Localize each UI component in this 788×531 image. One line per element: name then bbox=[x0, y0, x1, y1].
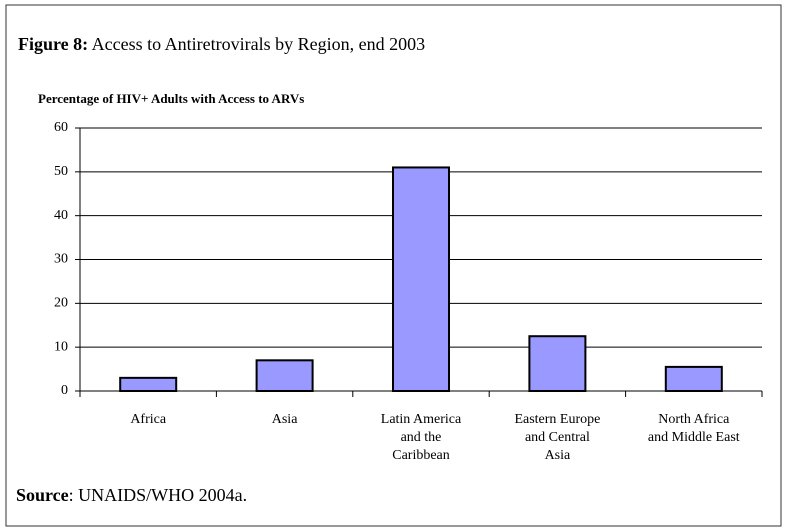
source-text: : UNAIDS/WHO 2004a. bbox=[69, 485, 247, 505]
x-tick-label: North Africa bbox=[658, 412, 730, 427]
title-text: Access to Antiretrovirals by Region, end… bbox=[92, 34, 425, 54]
figure-label: Figure 8: bbox=[18, 34, 88, 54]
bar bbox=[119, 376, 178, 393]
x-tick-label: Africa bbox=[130, 412, 167, 427]
x-tick-label: and Middle East bbox=[648, 430, 740, 445]
bar bbox=[255, 359, 314, 393]
y-tick-label: 20 bbox=[54, 296, 68, 311]
chart-title: Figure 8: Access to Antiretrovirals by R… bbox=[18, 34, 425, 54]
y-tick-label: 30 bbox=[54, 252, 68, 267]
y-tick-label: 0 bbox=[61, 383, 68, 398]
y-tick-label: 50 bbox=[54, 164, 68, 179]
source-label: Source bbox=[16, 485, 69, 505]
y-tick-label: 40 bbox=[54, 208, 68, 223]
x-tick-label: Caribbean bbox=[392, 448, 450, 463]
subtitle: Percentage of HIV+ Adults with Access to… bbox=[38, 91, 304, 106]
bar bbox=[392, 166, 450, 392]
y-tick-label: 10 bbox=[54, 339, 68, 354]
x-tick-label: Asia bbox=[545, 448, 571, 463]
source: Source: UNAIDS/WHO 2004a. bbox=[16, 485, 247, 505]
bar bbox=[528, 335, 587, 393]
x-tick-label: and Central bbox=[525, 430, 590, 445]
x-tick-label: and the bbox=[401, 430, 442, 445]
x-tick-label: Eastern Europe bbox=[514, 412, 600, 427]
y-tick-label: 60 bbox=[54, 120, 68, 135]
x-tick-label: Asia bbox=[272, 412, 298, 427]
x-tick-label: Latin America bbox=[381, 412, 462, 427]
bar bbox=[664, 365, 723, 392]
